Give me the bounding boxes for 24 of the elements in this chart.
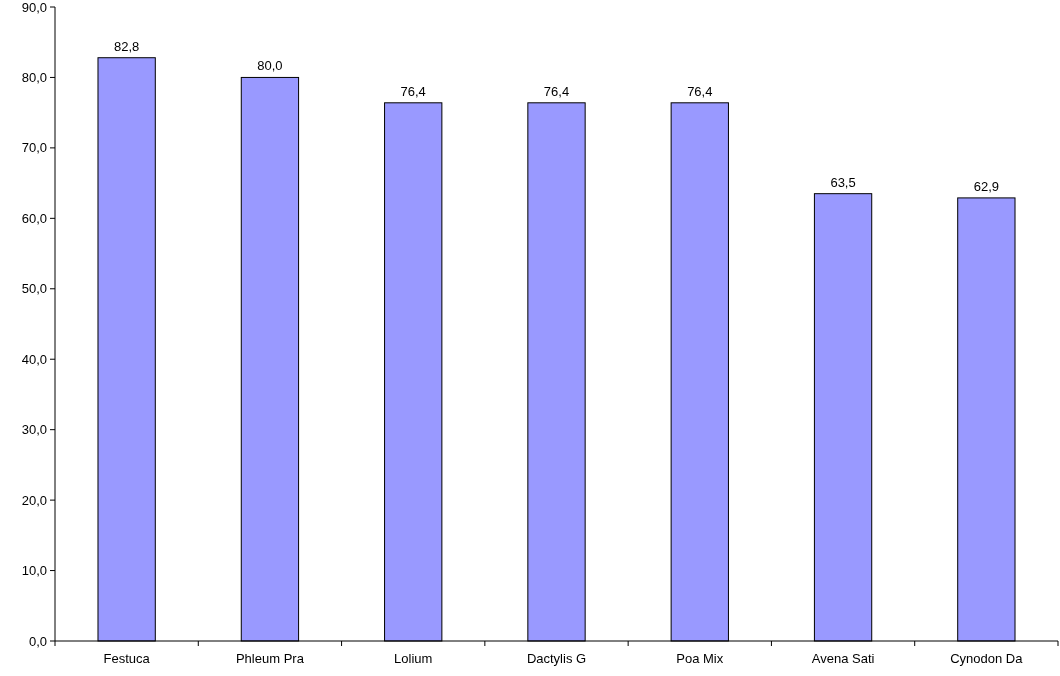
y-tick-label: 80,0 bbox=[21, 69, 47, 85]
x-tick-label: Poa Mix bbox=[676, 651, 724, 666]
y-tick-label: 30,0 bbox=[21, 422, 47, 438]
x-tick-label: Phleum Pra bbox=[235, 651, 305, 666]
y-tick-label: 50,0 bbox=[21, 281, 47, 297]
y-tick-label: 60,0 bbox=[21, 210, 47, 226]
data-label: 80,0 bbox=[257, 58, 283, 74]
x-tick-label: Avena Sati bbox=[811, 651, 875, 666]
x-tick-label: Cynodon Da bbox=[950, 651, 1024, 666]
x-tick-label: Lolium bbox=[394, 651, 433, 666]
data-label: 76,4 bbox=[543, 83, 570, 99]
y-tick-label: 10,0 bbox=[21, 563, 47, 579]
y-tick-label: 0,0 bbox=[28, 633, 47, 649]
y-tick-label: 40,0 bbox=[21, 351, 47, 367]
x-tick-label: Festuca bbox=[103, 651, 151, 666]
data-label: 76,4 bbox=[400, 83, 426, 99]
y-tick-label: 90,0 bbox=[21, 0, 47, 15]
x-tick-label: Dactylis G bbox=[526, 651, 587, 666]
data-label: 62,9 bbox=[973, 178, 1000, 194]
y-tick-label: 20,0 bbox=[21, 492, 47, 508]
data-label: 63,5 bbox=[830, 174, 856, 190]
data-label: 76,4 bbox=[687, 83, 713, 99]
data-label: 82,8 bbox=[113, 38, 140, 54]
y-tick-label: 70,0 bbox=[21, 140, 47, 156]
